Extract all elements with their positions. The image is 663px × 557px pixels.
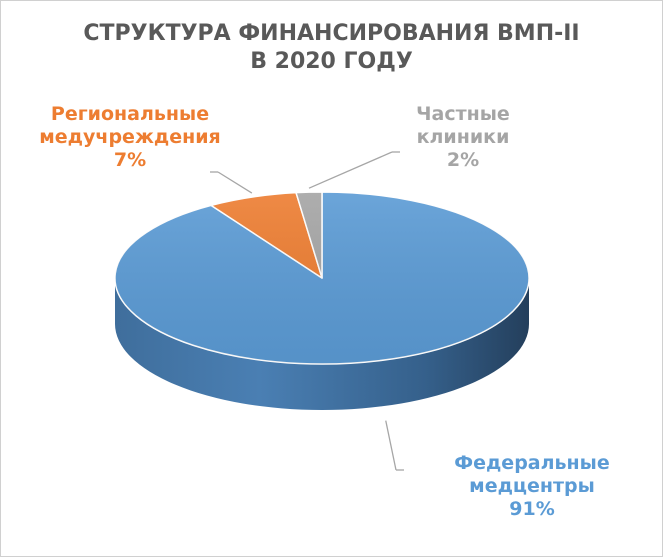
pie-side-federal <box>115 278 529 410</box>
slice-label-regional-name-1: Региональные <box>50 103 210 125</box>
chart-title-line-1: СТРУКТУРА ФИНАНСИРОВАНИЯ ВМП-II <box>83 21 580 46</box>
leader-line-private <box>308 151 393 189</box>
chart-title: СТРУКТУРА ФИНАНСИРОВАНИЯ ВМП-II В 2020 Г… <box>0 20 663 76</box>
slice-label-federal-value: 91% <box>509 498 555 520</box>
slice-label-private-name-1: Частные <box>416 103 510 125</box>
slice-label-federal: Федеральные медцентры 91% <box>432 452 632 521</box>
chart-title-line-2: В 2020 ГОДУ <box>250 49 413 74</box>
leader-line-federal <box>385 420 397 471</box>
slice-label-regional-value: 7% <box>113 149 147 171</box>
leader-line-regional <box>217 171 253 194</box>
leader-lines <box>210 151 404 471</box>
slice-label-private: Частные клиники 2% <box>388 103 538 172</box>
pie-top <box>114 191 530 365</box>
slice-label-regional: Региональные медучреждения 7% <box>20 103 240 172</box>
slice-label-federal-name-2: медцентры <box>469 475 595 497</box>
slice-label-federal-name-1: Федеральные <box>454 452 610 474</box>
pie-side-wall <box>115 278 529 410</box>
slice-label-regional-name-2: медучреждения <box>39 126 221 148</box>
slice-label-private-value: 2% <box>446 149 480 171</box>
slice-label-private-name-2: клиники <box>416 126 510 148</box>
